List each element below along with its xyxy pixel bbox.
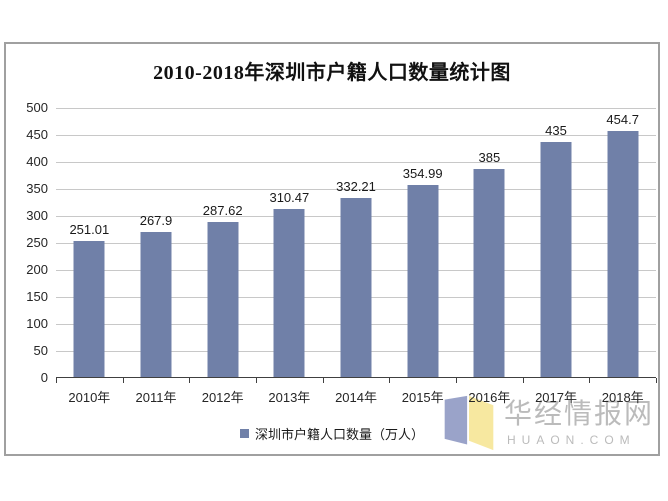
legend-label: 深圳市户籍人口数量（万人） bbox=[254, 427, 424, 442]
gridline bbox=[56, 189, 656, 190]
x-axis: 2010年 2011年 2012年 2013年 2014年 2015年 2016年 2017年… bbox=[56, 387, 656, 406]
bar-column: 435 bbox=[523, 108, 590, 377]
x-axis-category-label: 2012年 bbox=[201, 390, 244, 405]
bar-column: 287.62 bbox=[189, 108, 256, 377]
legend-marker-icon bbox=[239, 429, 249, 438]
x-axis-tick bbox=[322, 378, 324, 383]
bar bbox=[607, 131, 639, 377]
x-axis-tick bbox=[522, 378, 524, 383]
gridline bbox=[56, 108, 656, 109]
bar-value-label: 354.99 bbox=[402, 166, 443, 181]
bar bbox=[407, 185, 439, 377]
bar bbox=[140, 232, 172, 377]
open-book-logo-icon bbox=[444, 395, 494, 451]
bar bbox=[273, 209, 305, 377]
bar-value-label: 332.21 bbox=[336, 179, 376, 194]
y-axis-tick-label: 0 bbox=[40, 370, 48, 385]
plot-area: 251.01 267.9 287.62 310.47 332.21 354.99 385 43… bbox=[56, 108, 657, 383]
gridline bbox=[56, 135, 656, 136]
bar-value-label: 454.7 bbox=[606, 112, 639, 127]
gridline bbox=[56, 162, 656, 163]
x-axis-tick bbox=[389, 378, 391, 383]
x-axis-category-label: 2017年 bbox=[535, 390, 577, 405]
chart-title: 2010-2018年深圳市户籍人口数量统计图 bbox=[153, 62, 511, 84]
x-axis-category-label: 2015年 bbox=[401, 390, 444, 405]
bar-column: 385 bbox=[456, 108, 523, 377]
x-axis-category-label: 2011年 bbox=[135, 390, 177, 405]
bar-value-label: 435 bbox=[545, 123, 567, 138]
legend: 深圳市户籍人口数量（万人） bbox=[6, 424, 658, 443]
bar bbox=[73, 241, 105, 377]
bar-value-label: 385 bbox=[478, 150, 501, 165]
bar-column: 354.99 bbox=[389, 108, 456, 377]
y-axis-tick-label: 300 bbox=[26, 208, 48, 223]
watermark: 华经情报网 HUAON.COM bbox=[442, 394, 654, 452]
bar bbox=[473, 169, 505, 377]
x-axis-tick bbox=[56, 378, 57, 383]
x-axis-category-label: 2014年 bbox=[335, 390, 377, 405]
bar bbox=[207, 222, 239, 377]
x-axis-tick bbox=[656, 378, 657, 383]
x-axis-tick bbox=[589, 378, 591, 383]
x-axis-category-label: 2016年 bbox=[468, 390, 511, 405]
x-axis-tick bbox=[256, 378, 257, 383]
bar-value-label: 287.62 bbox=[202, 203, 243, 218]
chart-frame: 2010-2018年深圳市户籍人口数量统计图 0 50 100 150 200 250 30… bbox=[4, 42, 660, 456]
bar-value-label: 310.47 bbox=[269, 190, 310, 205]
bar-column: 310.47 bbox=[256, 108, 323, 377]
bar-value-label: 251.01 bbox=[69, 222, 110, 237]
x-axis-tick bbox=[456, 378, 457, 383]
watermark-text: 华经情报网 HUAON.COM bbox=[503, 398, 654, 447]
y-axis-tick-label: 500 bbox=[26, 100, 48, 115]
bar-column: 267.9 bbox=[123, 108, 190, 377]
y-axis-tick-label: 350 bbox=[26, 181, 48, 196]
bar bbox=[540, 142, 572, 377]
x-axis-tick bbox=[189, 378, 191, 383]
bar-column: 454.7 bbox=[589, 108, 656, 377]
y-axis-tick-label: 150 bbox=[26, 289, 48, 304]
watermark-en: HUAON.COM bbox=[506, 432, 636, 447]
watermark-cn: 华经情报网 bbox=[503, 398, 654, 430]
y-axis-tick-label: 450 bbox=[26, 127, 48, 142]
x-axis-tick bbox=[122, 378, 124, 383]
x-axis-category-label: 2010年 bbox=[68, 390, 111, 405]
bar-column: 332.21 bbox=[323, 108, 390, 377]
y-axis-tick-label: 250 bbox=[26, 235, 48, 250]
bar-value-label: 267.9 bbox=[139, 213, 173, 228]
y-axis-tick-label: 50 bbox=[33, 343, 48, 358]
bar bbox=[340, 198, 372, 377]
y-axis-tick-label: 400 bbox=[26, 154, 48, 169]
y-axis-tick-label: 100 bbox=[26, 316, 48, 331]
y-axis: 0 50 100 150 200 250 300 350 400 450 500 bbox=[6, 44, 48, 454]
bar-series: 251.01 267.9 287.62 310.47 332.21 354.99 385 43… bbox=[56, 108, 656, 377]
x-axis-category-label: 2018年 bbox=[601, 390, 644, 405]
x-axis-category-label: 2013年 bbox=[268, 390, 311, 405]
bar-column: 251.01 bbox=[56, 108, 123, 377]
y-axis-tick-label: 200 bbox=[26, 262, 48, 277]
